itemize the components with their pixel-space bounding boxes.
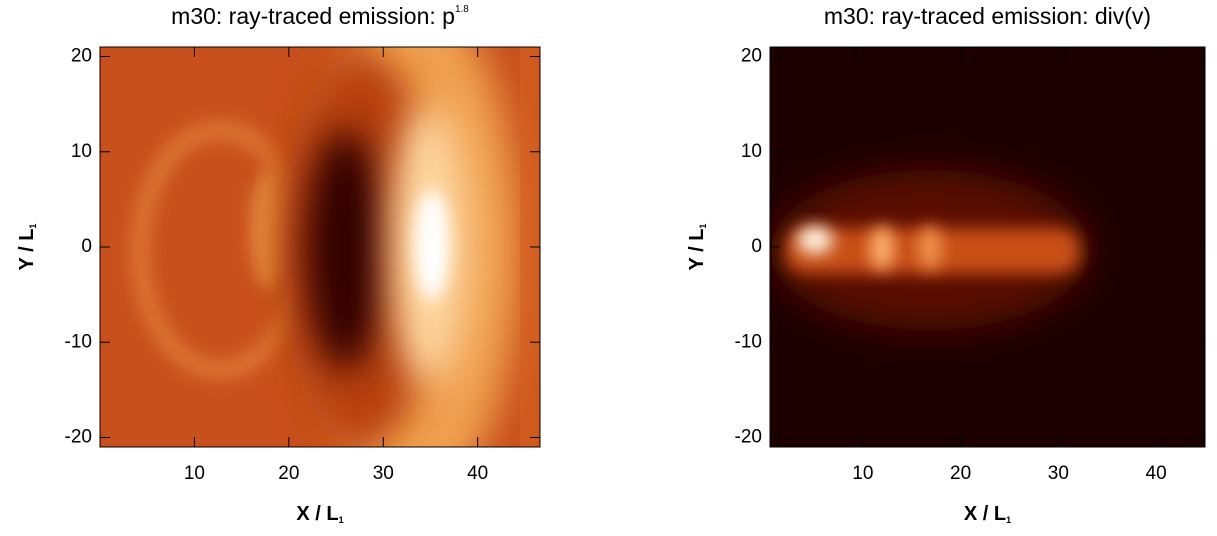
title-text: m30: ray-traced emission: p xyxy=(171,3,455,29)
y-label-text: Y / L xyxy=(16,229,38,271)
title-superscript: 1.8 xyxy=(455,4,469,15)
x-tick-label: 20 xyxy=(950,463,971,484)
y-label-subscript: 1 xyxy=(28,224,38,229)
y-tick-label: 0 xyxy=(751,236,762,257)
x-axis-label: X / L1 xyxy=(964,503,1011,525)
x-label-subscript: 1 xyxy=(1006,515,1011,525)
y-tick-label: 20 xyxy=(71,46,92,67)
emission-image xyxy=(770,47,1205,447)
y-tick-label: -10 xyxy=(65,331,92,352)
x-axis-label: X / L1 xyxy=(296,503,343,525)
x-label-text: X / L xyxy=(964,503,1006,525)
y-axis-label: Y / L1 xyxy=(16,224,38,271)
y-tick-label: 0 xyxy=(81,236,92,257)
x-label-subscript: 1 xyxy=(339,515,344,525)
x-tick-label: 20 xyxy=(278,463,299,484)
x-tick-label: 30 xyxy=(1048,463,1069,484)
y-tick-label: -10 xyxy=(735,331,762,352)
y-tick-label: 20 xyxy=(741,46,762,67)
chart-title: m30: ray-traced emission: p1.8 xyxy=(171,3,469,29)
title-text: m30: ray-traced emission: div(v) xyxy=(824,3,1151,29)
x-tick-label: 10 xyxy=(184,463,205,484)
x-tick-label: 40 xyxy=(467,463,488,484)
y-tick-label: -20 xyxy=(735,426,762,447)
y-axis-label: Y / L1 xyxy=(686,224,708,271)
x-tick-label: 30 xyxy=(373,463,394,484)
chart-title: m30: ray-traced emission: div(v) xyxy=(824,3,1151,29)
x-tick-label: 10 xyxy=(852,463,873,484)
y-label-text: Y / L xyxy=(686,229,708,271)
y-tick-label: -20 xyxy=(65,426,92,447)
emission-image xyxy=(100,47,540,447)
y-tick-label: 10 xyxy=(741,141,762,162)
x-label-text: X / L xyxy=(296,503,338,525)
y-tick-label: 10 xyxy=(71,141,92,162)
x-tick-label: 40 xyxy=(1146,463,1167,484)
y-label-subscript: 1 xyxy=(698,224,708,229)
